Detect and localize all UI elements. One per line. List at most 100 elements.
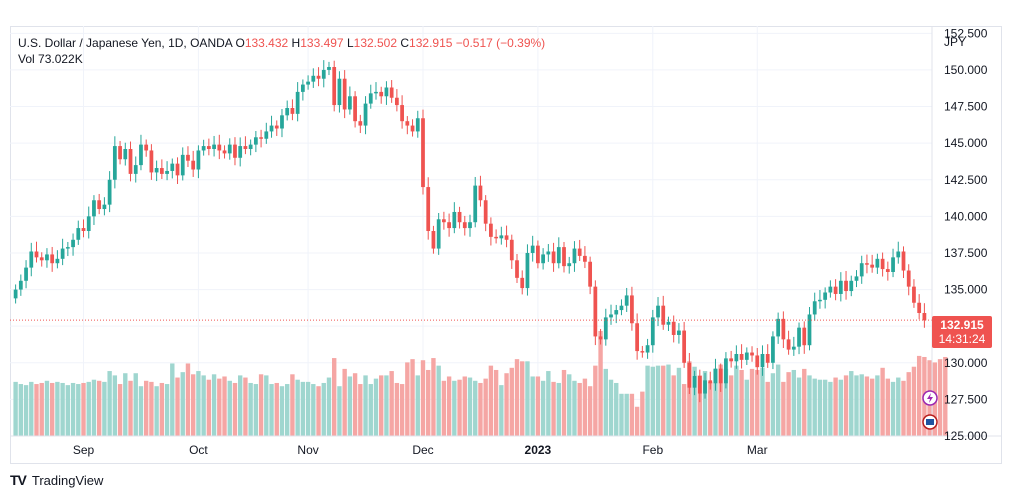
candle-body bbox=[55, 258, 60, 264]
volume-bar bbox=[462, 376, 467, 436]
candle-body bbox=[708, 380, 713, 384]
candle-body bbox=[13, 289, 18, 299]
volume-bar bbox=[23, 385, 29, 436]
volume-bar bbox=[18, 384, 24, 436]
candle-body bbox=[358, 121, 363, 126]
candle bbox=[264, 122, 269, 144]
volume-bar bbox=[133, 373, 138, 436]
candle bbox=[128, 141, 133, 182]
volume-bar bbox=[749, 368, 755, 436]
candle bbox=[598, 328, 603, 345]
candle-body bbox=[34, 251, 39, 258]
volume-bar bbox=[676, 367, 682, 436]
symbol-title[interactable]: U.S. Dollar / Japanese Yen, 1D, OANDA bbox=[18, 36, 233, 50]
candle bbox=[191, 150, 196, 177]
candle bbox=[771, 331, 775, 370]
volume-bar bbox=[358, 384, 363, 436]
candle-body bbox=[102, 204, 107, 210]
volume-bar bbox=[744, 379, 750, 436]
volume-bar bbox=[760, 367, 765, 436]
candle bbox=[656, 297, 660, 327]
volume-bar bbox=[619, 393, 624, 436]
volume-bar bbox=[843, 375, 849, 436]
candle bbox=[802, 321, 807, 354]
volume-bar bbox=[812, 378, 817, 436]
volume-bar bbox=[906, 372, 911, 436]
candle-body bbox=[457, 211, 462, 223]
volume-bar bbox=[49, 382, 55, 436]
candle-body bbox=[885, 269, 890, 272]
time-axis[interactable]: Sep Oct Nov Dec 2023 Feb Mar bbox=[73, 443, 768, 457]
candle-body bbox=[248, 144, 253, 149]
candle bbox=[906, 264, 911, 296]
volume-bar bbox=[770, 373, 776, 436]
candle-body bbox=[598, 336, 603, 340]
candle-body bbox=[922, 313, 927, 321]
y-tick-label: 150.000 bbox=[944, 63, 988, 77]
change-value: −0.517 (−0.39%) bbox=[455, 36, 546, 50]
candle bbox=[65, 241, 70, 257]
candle-body bbox=[765, 354, 770, 363]
chart-canvas[interactable]: 152.500 150.000 147.500 145.000 142.500 140.0… bbox=[10, 26, 1002, 464]
candle-body bbox=[536, 245, 540, 264]
candle-body bbox=[614, 310, 619, 315]
candle-body bbox=[771, 336, 775, 363]
candle-body bbox=[60, 248, 65, 259]
volume-bar bbox=[112, 375, 118, 436]
volume-bar bbox=[890, 381, 896, 436]
volume-bar bbox=[34, 384, 39, 436]
candle bbox=[619, 299, 624, 316]
candle bbox=[337, 71, 342, 113]
candle bbox=[525, 244, 530, 296]
y-tick-label: 142.500 bbox=[944, 173, 988, 187]
candle-body bbox=[180, 154, 185, 176]
price-axis[interactable]: 152.500 150.000 147.500 145.000 142.500 140.0… bbox=[944, 26, 988, 443]
candle-body bbox=[165, 170, 169, 174]
candle bbox=[290, 99, 295, 121]
brand-logo[interactable]: TV TradingView bbox=[10, 472, 103, 488]
candle-body bbox=[499, 235, 504, 239]
volume-bar bbox=[363, 375, 368, 436]
candle bbox=[165, 161, 169, 181]
candle bbox=[692, 370, 697, 396]
volume-bar bbox=[551, 381, 556, 436]
candle bbox=[661, 295, 666, 330]
y-tick-label: 130.000 bbox=[944, 356, 988, 370]
candle bbox=[838, 272, 843, 302]
candle bbox=[431, 225, 436, 254]
candle-body bbox=[786, 339, 791, 350]
candle-body bbox=[201, 146, 206, 151]
candles bbox=[13, 60, 927, 403]
volume-bar bbox=[269, 384, 274, 436]
volume-bar bbox=[227, 380, 232, 436]
candle bbox=[823, 287, 828, 309]
volume-label[interactable]: Vol bbox=[18, 52, 35, 66]
candle-body bbox=[259, 137, 263, 139]
volume-bar bbox=[337, 386, 342, 436]
candle-body bbox=[86, 216, 91, 231]
candle-body bbox=[875, 258, 880, 268]
open-value: 133.432 bbox=[244, 36, 289, 50]
volume-bar bbox=[483, 378, 488, 436]
indicator-icons[interactable] bbox=[922, 390, 938, 430]
volume-bar bbox=[441, 380, 447, 436]
candle bbox=[885, 261, 890, 281]
y-tick-label: 137.500 bbox=[944, 246, 988, 260]
volume-bar bbox=[901, 380, 906, 436]
candle-body bbox=[870, 264, 875, 268]
candle-body bbox=[650, 317, 655, 346]
volume-bar bbox=[258, 374, 264, 436]
volume-bar bbox=[561, 369, 567, 436]
volume-bar bbox=[384, 375, 389, 436]
volume-bar bbox=[13, 381, 18, 436]
volume-bar bbox=[405, 362, 410, 436]
candle bbox=[415, 110, 420, 138]
candle-body bbox=[76, 228, 81, 240]
candle bbox=[248, 139, 253, 156]
volume-bar bbox=[666, 364, 671, 436]
candle-body bbox=[661, 305, 666, 325]
candle-body bbox=[217, 144, 222, 151]
volume-bar bbox=[311, 384, 316, 436]
candle-body bbox=[504, 235, 509, 240]
volume-bar bbox=[222, 376, 227, 436]
